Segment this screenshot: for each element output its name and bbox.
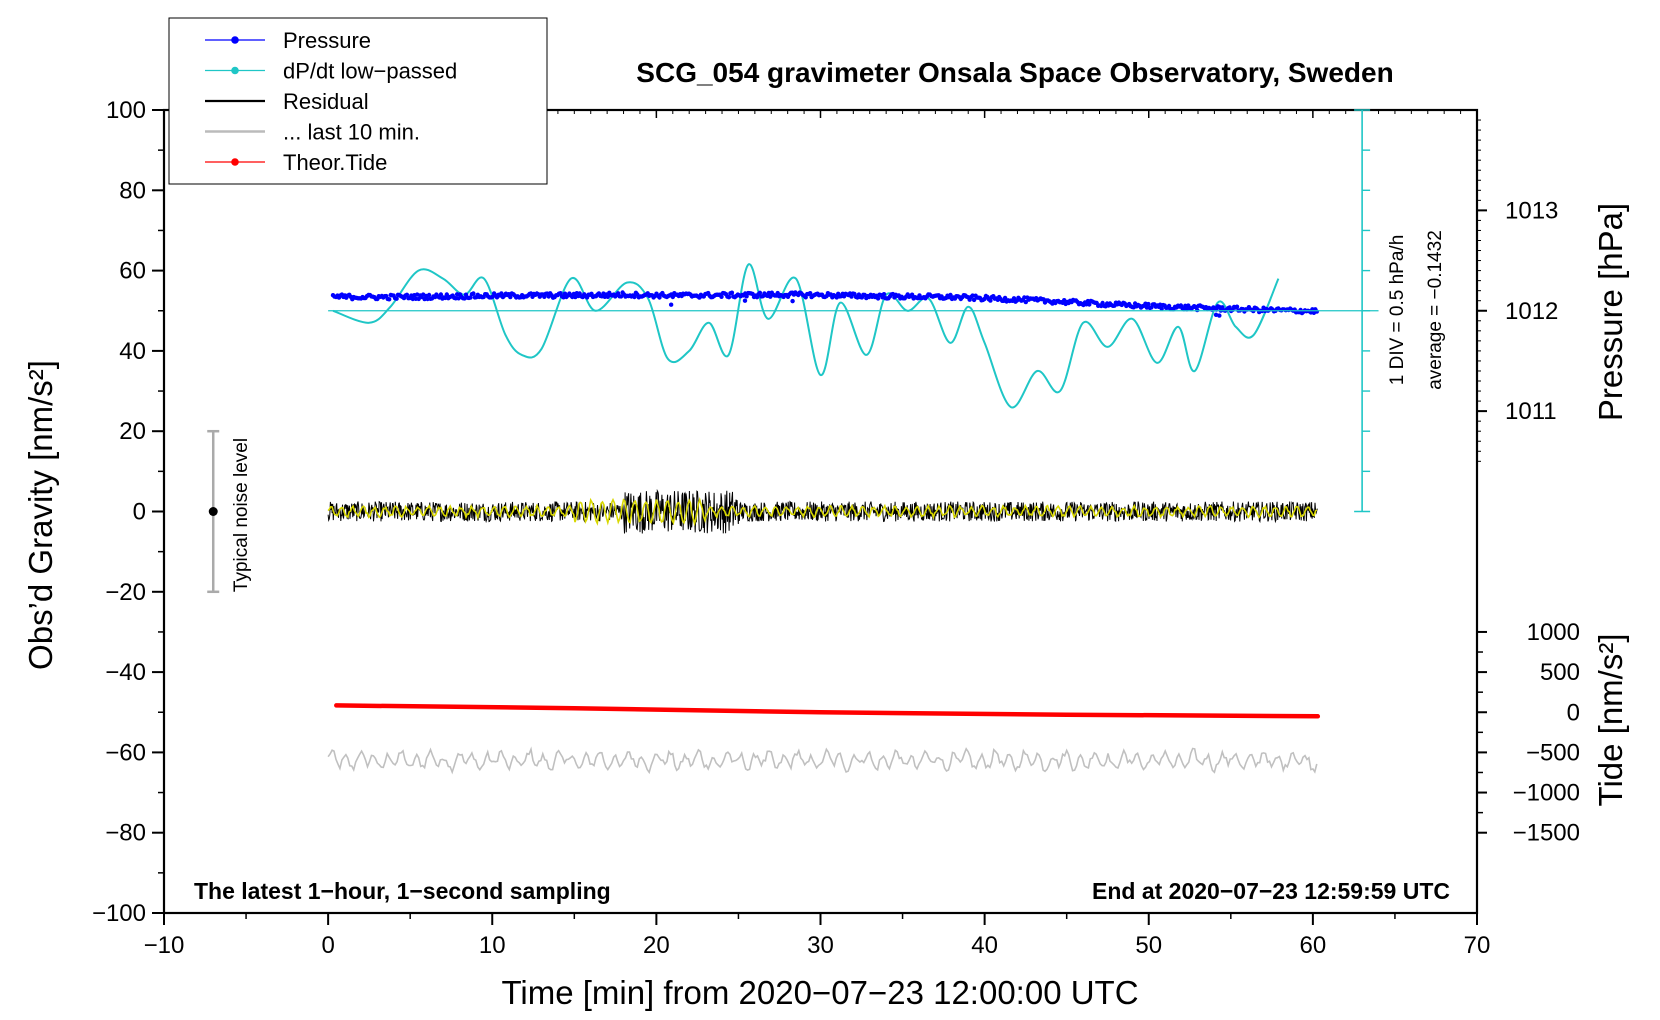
- y-axis-title-pressure: Pressure [hPa]: [1592, 203, 1629, 421]
- y-tick-label: 60: [119, 258, 146, 285]
- pressure-point: [471, 291, 476, 296]
- noise-level-label: Typical noise level: [231, 438, 252, 592]
- chart-title: SCG_054 gravimeter Onsala Space Observat…: [636, 57, 1393, 88]
- dpdt-line: [332, 263, 1280, 409]
- legend-label: Pressure: [283, 28, 371, 53]
- legend: Pressure dP/dt low−passed Residual ... last…: [168, 17, 548, 185]
- end-time-note: End at 2020−07−23 12:59:59 UTC: [1092, 878, 1450, 904]
- pressure-point: [988, 298, 993, 303]
- pressure-point: [719, 294, 724, 299]
- pressure-point: [948, 292, 953, 298]
- x-tick-label: 60: [1300, 932, 1327, 959]
- pressure-point: [808, 291, 813, 296]
- pressure-point: [1227, 305, 1232, 310]
- legend-marker: [231, 36, 239, 44]
- pressure-point: [875, 296, 881, 301]
- x-tick-label: 10: [479, 932, 506, 959]
- pressure-tick-label: 1013: [1505, 197, 1558, 224]
- x-tick-label: 50: [1135, 932, 1162, 959]
- last-10-min-line: [327, 746, 1318, 775]
- tide-tick-label: −1000: [1513, 780, 1580, 807]
- legend-marker: [231, 66, 239, 75]
- y-tick-label: 20: [119, 418, 146, 445]
- y-tick-label: −100: [92, 900, 146, 927]
- pressure-point: [881, 292, 887, 297]
- pressure-point: [971, 297, 977, 303]
- y-tick-label: −80: [105, 820, 146, 847]
- pressure-outlier-point: [790, 298, 795, 304]
- noise-center-dot: [208, 507, 218, 516]
- axis-ticks: −10 0 10 20 30 40 50 60 70100806040200−20−40−60−…: [92, 97, 1580, 959]
- legend-label: dP/dt low−passed: [283, 59, 457, 84]
- x-tick-label: 40: [971, 932, 998, 959]
- dpdt-average-label: average = −0.1432: [1425, 230, 1446, 390]
- x-tick-label: 30: [807, 932, 834, 959]
- tide-tick-label: 0: [1567, 699, 1580, 726]
- dpdt-division-label: 1 DIV = 0.5 hPa/h: [1387, 235, 1408, 386]
- pressure-point: [444, 292, 449, 297]
- x-tick-label: −10: [144, 932, 185, 959]
- pressure-point: [1195, 307, 1200, 313]
- pressure-point: [1002, 295, 1008, 301]
- x-tick-label: 0: [321, 932, 334, 959]
- residual-smoothed-line: [327, 496, 1318, 527]
- legend-label: ... last 10 min.: [283, 120, 420, 145]
- y-tick-label: −20: [105, 579, 146, 606]
- pressure-point: [1087, 302, 1092, 307]
- side-scales: [207, 109, 1379, 594]
- y-tick-label: 0: [133, 499, 146, 526]
- tide-tick-label: −1500: [1513, 820, 1580, 847]
- theor-tide-line: [334, 703, 1321, 719]
- pressure-point: [468, 295, 473, 300]
- pressure-point: [1023, 299, 1028, 305]
- pressure-point: [726, 295, 732, 300]
- pressure-point: [632, 294, 637, 300]
- y-axis-title-gravity: Obs’d Gravity [nm/s²]: [22, 360, 59, 670]
- pressure-tick-label: 1012: [1505, 298, 1558, 325]
- legend-marker: [231, 158, 239, 166]
- y-axis-title-tide: Tide [nm/s²]: [1592, 634, 1629, 807]
- x-axis-title: Time [min] from 2020−07−23 12:00:00 UTC: [501, 974, 1138, 1011]
- pressure-outlier-point: [742, 298, 748, 303]
- y-tick-label: −40: [105, 659, 146, 686]
- pressure-point: [1234, 304, 1240, 309]
- pressure-point: [387, 297, 392, 302]
- pressure-point: [757, 290, 763, 295]
- pressure-point: [508, 294, 513, 300]
- pressure-outlier-point: [1213, 312, 1219, 317]
- y-tick-label: 80: [119, 177, 146, 204]
- pressure-point: [1146, 301, 1151, 307]
- y-tick-label: 100: [106, 97, 146, 124]
- legend-label: Theor.Tide: [283, 150, 387, 175]
- legend-label: Residual: [283, 89, 369, 114]
- tide-tick-label: −500: [1526, 739, 1580, 766]
- pressure-point: [404, 292, 410, 297]
- y-tick-label: 40: [119, 338, 146, 365]
- pressure-point: [729, 290, 735, 295]
- pressure-point: [1159, 306, 1164, 311]
- sampling-note: The latest 1−hour, 1−second sampling: [194, 878, 611, 904]
- tide-tick-label: 500: [1540, 659, 1580, 686]
- pressure-point: [394, 296, 399, 301]
- tide-tick-label: 1000: [1527, 619, 1580, 646]
- pressure-outlier-point: [1217, 313, 1222, 318]
- pressure-point: [909, 292, 915, 297]
- x-tick-label: 20: [643, 932, 670, 959]
- pressure-point: [426, 292, 432, 298]
- pressure-tick-label: 1011: [1505, 398, 1557, 425]
- pressure-point: [438, 292, 444, 297]
- pressure-point: [1314, 309, 1320, 314]
- x-tick-label: 70: [1464, 932, 1491, 959]
- residual-line: [327, 488, 1318, 534]
- pressure-outlier-point: [668, 302, 674, 307]
- y-tick-label: −60: [105, 739, 146, 766]
